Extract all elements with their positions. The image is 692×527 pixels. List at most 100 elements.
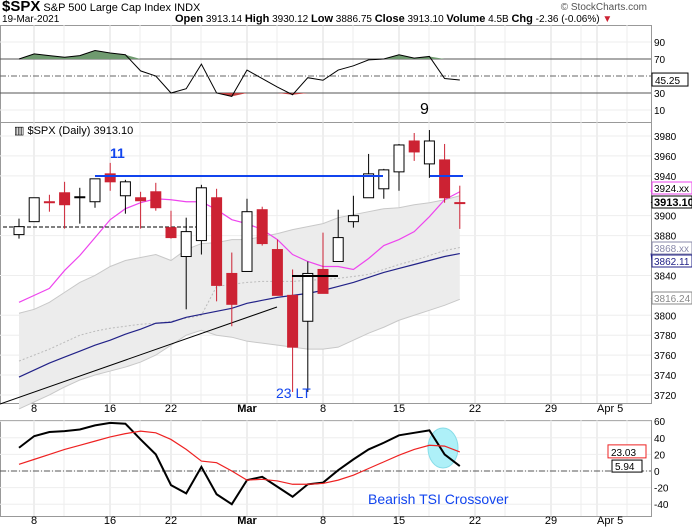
x-axis-label: Mar (237, 515, 257, 527)
rsi-line (18, 49, 460, 97)
x-axis-label: 16 (104, 515, 116, 527)
rsi-value-label: 45.25 (655, 76, 680, 87)
tsi-signal-label: 23.03 (611, 448, 636, 459)
price-tick-label: 3760 (654, 351, 677, 362)
rsi-tick-label: 70 (654, 55, 666, 66)
price-tag (651, 195, 692, 209)
tsi-line (18, 421, 461, 506)
price-tag (651, 254, 692, 268)
price-tag-label: 3913.10 (654, 197, 692, 209)
candle-body (256, 209, 268, 245)
rsi-overbought-fill (19, 50, 460, 59)
x-axis-label: 8 (31, 403, 37, 415)
candle-body (13, 226, 25, 236)
candle-body (332, 237, 344, 262)
tsi-annotation: Bearish TSI Crossover (368, 491, 509, 507)
price-tick-label: 3740 (654, 371, 677, 382)
date: 19-Mar-2021 (2, 14, 60, 25)
tsi-tick-label: -40 (654, 500, 669, 511)
close-label: Close (374, 13, 405, 25)
volume-value: 4.5B (488, 14, 509, 25)
x-axis-label: 8 (320, 515, 326, 527)
candle-body (28, 197, 40, 223)
price-tick-label: 3780 (654, 331, 677, 342)
price-legend: ▥ $SPX (Daily) 3913.10 (14, 125, 133, 137)
tsi-signal-tag (607, 444, 647, 459)
exchange: INDX (174, 2, 201, 14)
price-tag (651, 241, 692, 255)
candle-body (454, 202, 466, 205)
x-axis-label: 15 (393, 515, 405, 527)
candle-body (89, 178, 101, 203)
low-label: Low (311, 13, 334, 25)
bollinger-mid (18, 247, 460, 362)
tsi-tick-label: 20 (654, 450, 666, 461)
bollinger-band-fill (19, 195, 460, 409)
rsi-tick-label: 90 (654, 38, 666, 49)
price-tag (651, 181, 692, 195)
volume-label: Volume (446, 13, 486, 25)
candle-body (104, 173, 116, 183)
candle-body (135, 197, 147, 202)
x-axis-label: Mar (237, 403, 257, 415)
candle-body (408, 140, 420, 153)
symbol-title: $SPX S&P 500 Large Cap Index INDX (2, 0, 200, 15)
candle-body (439, 159, 451, 199)
x-axis-label: 29 (545, 515, 557, 527)
x-axis-label: Apr 5 (597, 403, 623, 415)
price-tick-label: 3980 (654, 132, 677, 143)
candle-body (302, 272, 314, 322)
candle-body (393, 144, 405, 173)
candle-body (287, 294, 299, 348)
panel-frame (0, 25, 652, 123)
bollinger-lower (18, 298, 460, 410)
candle-body (150, 191, 162, 209)
rsi-tick-label: 30 (654, 89, 666, 100)
close-value: 3913.10 (407, 14, 444, 25)
moving-average-short (18, 191, 461, 303)
candle-body (180, 231, 192, 258)
candle-body (195, 187, 207, 242)
x-axis-label: 16 (104, 403, 116, 415)
panel-frame (0, 420, 652, 517)
candle-body (423, 140, 435, 165)
price-tag-label: 3924.xx (654, 184, 689, 195)
candle-body (226, 272, 238, 305)
x-axis-label: 29 (545, 403, 557, 415)
chg-value: -2.36 (-0.06%) (535, 14, 600, 25)
candle-body (165, 227, 177, 239)
price-tag-label: 3868.xx (654, 244, 689, 255)
candle-body (317, 268, 329, 294)
open-value: 3913.14 (205, 14, 243, 25)
tsi-tick-label: 0 (654, 467, 660, 478)
price-tick-label: 3960 (654, 152, 677, 163)
x-axis-label: 22 (165, 515, 177, 527)
candle-body (363, 173, 375, 199)
ohlc-summary: Open 3913.14 High 3930.12 Low 3886.75 Cl… (175, 13, 613, 26)
brand: © StockCharts.com (560, 2, 647, 13)
price-tick-label: 3720 (654, 391, 677, 402)
candle-body (271, 249, 283, 296)
rsi-oversold-fill (19, 93, 460, 97)
candle-body (119, 181, 131, 197)
price-tick-label: 3940 (654, 172, 677, 183)
candle-body (211, 197, 223, 286)
tsi-value-tag (611, 459, 643, 473)
candle-body (241, 211, 253, 272)
tsi-tick-label: 40 (654, 434, 666, 445)
down-arrow-icon: ▼ (602, 14, 613, 25)
tsi-value-label: 5.94 (615, 462, 635, 473)
price-tag (651, 291, 692, 305)
price-tick-label: 3800 (654, 311, 677, 322)
candle-body (43, 201, 55, 204)
trendline (0, 306, 278, 405)
peak-count-label: 11 (110, 145, 125, 161)
tsi-signal-line (18, 430, 461, 485)
price-tick-label: 3880 (654, 232, 677, 243)
low-label: 23 LT (276, 385, 311, 401)
open-label: Open (175, 13, 204, 25)
bollinger-upper (18, 195, 460, 314)
high-value: 3930.12 (272, 14, 309, 25)
x-axis-label: 15 (393, 403, 405, 415)
candle-body (378, 169, 390, 190)
